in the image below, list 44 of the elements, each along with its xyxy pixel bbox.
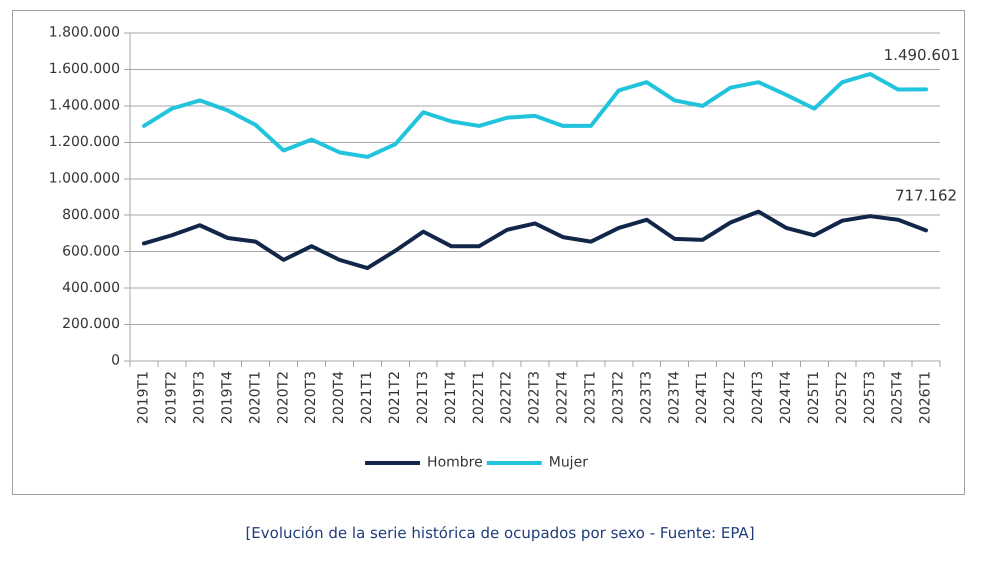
x-tick-label: 2021T1 [359, 371, 376, 424]
x-tick-label: 2023T4 [666, 370, 682, 424]
x-tick-label: 2022T2 [498, 371, 515, 424]
x-tick-label: 2021T3 [414, 371, 431, 424]
y-tick-label: 1.200.000 [48, 134, 120, 150]
x-tick-label: 2026T1 [918, 371, 934, 424]
x-tick-label: 2019T2 [164, 371, 180, 424]
x-tick-label: 2024T2 [722, 371, 738, 424]
x-tick-label: 2020T3 [303, 371, 320, 424]
x-tick-label: 2022T1 [470, 371, 487, 424]
data-label: 717.162 [895, 186, 958, 205]
x-tick-label: 2024T1 [694, 371, 710, 424]
y-tick-label: 800.000 [62, 206, 120, 223]
x-tick-label: 2020T4 [331, 370, 348, 424]
y-tick-label: 600.000 [62, 243, 120, 260]
x-tick-label: 2021T4 [442, 370, 459, 424]
x-tick-label: 2023T2 [610, 371, 626, 424]
y-tick-label: 1.400.000 [48, 98, 120, 114]
x-tick-label: 2022T4 [554, 370, 571, 424]
x-tick-label: 2025T4 [890, 370, 906, 424]
x-tick-label: 2024T3 [750, 371, 766, 424]
x-tick-label: 2025T3 [862, 371, 878, 424]
y-tick-label: 0 [111, 352, 120, 369]
y-tick-label: 200.000 [62, 316, 120, 332]
y-tick-label: 1.600.000 [48, 61, 120, 78]
y-tick-label: 1.000.000 [48, 170, 120, 186]
x-tick-label: 2024T4 [778, 370, 794, 424]
data-label: 1.490.601 [884, 46, 960, 64]
x-tick-label: 2025T1 [806, 371, 822, 424]
legend-label: Hombre [427, 454, 483, 471]
x-tick-label: 2020T2 [275, 371, 292, 424]
text: [Evolución de la serie histórica de ocupados por sexo - Fuente: EPA] [244, 523, 756, 544]
x-tick-label: 2025T2 [834, 371, 850, 424]
legend-label: Mujer [548, 454, 588, 471]
x-tick-label: 2019T1 [136, 371, 152, 424]
x-tick-label: 2021T2 [386, 371, 403, 424]
x-tick-label: 2022T3 [526, 371, 543, 424]
x-tick-label: 2023T3 [638, 371, 654, 424]
x-tick-label: 2020T1 [247, 371, 264, 424]
x-tick-label: 2019T3 [191, 371, 208, 424]
x-tick-label: 2019T4 [219, 370, 236, 424]
y-tick-label: 400.000 [62, 280, 120, 296]
x-tick-label: 2023T1 [582, 371, 599, 424]
y-tick-label: 1.800.000 [48, 24, 120, 41]
